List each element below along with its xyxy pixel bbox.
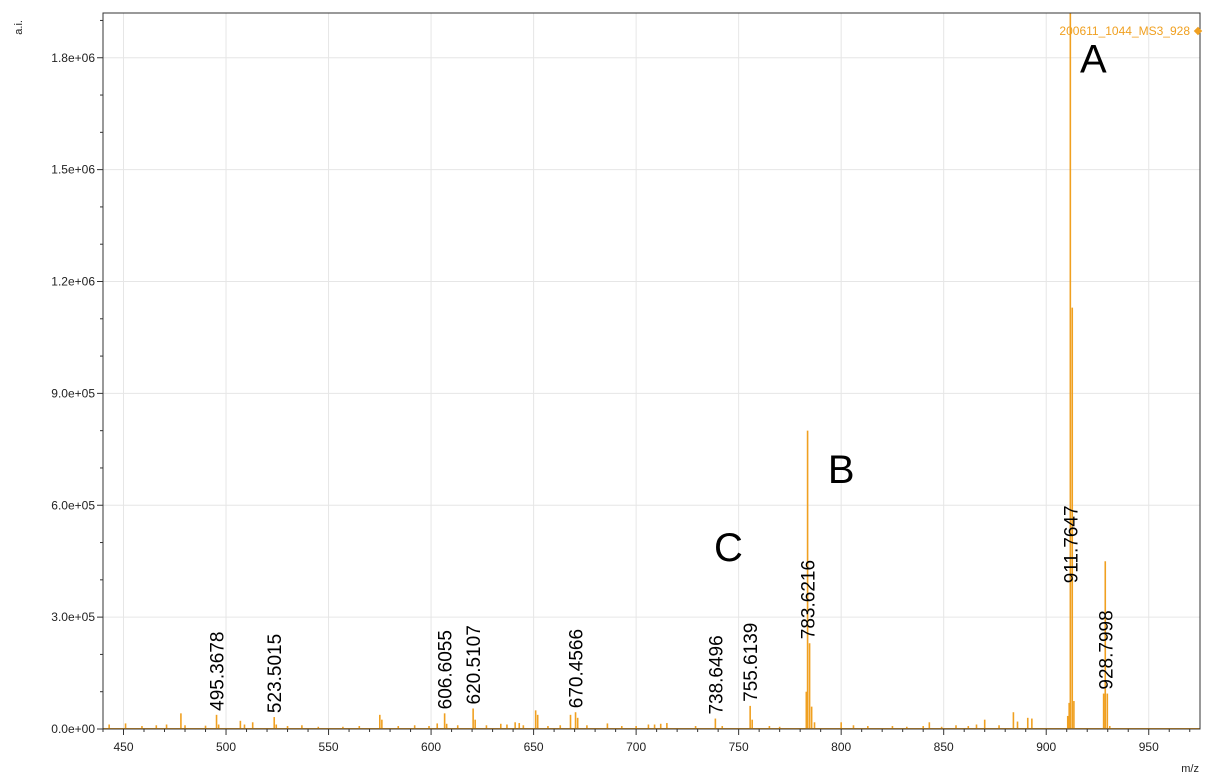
- x-tick-label: 750: [729, 740, 749, 754]
- x-tick-label: 700: [626, 740, 646, 754]
- y-tick-label: 9.0e+05: [51, 386, 95, 400]
- x-tick-label: 800: [831, 740, 851, 754]
- peak-label: 495.3678: [208, 632, 229, 711]
- peak-label: 523.5015: [265, 634, 286, 713]
- grid-lines: [103, 13, 1200, 729]
- peak-label: 928.7998: [1096, 610, 1117, 689]
- legend-series-name: 200611_1044_MS3_928: [1059, 24, 1190, 38]
- peak-label: 738.6496: [706, 635, 727, 714]
- x-tick-label: 950: [1139, 740, 1159, 754]
- y-axis-label: a.i.: [13, 20, 25, 35]
- peak-label: 783.6216: [799, 560, 820, 639]
- y-tick-label: 6.0e+05: [51, 498, 95, 512]
- x-tick-label: 550: [319, 740, 339, 754]
- x-tick-label: 500: [216, 740, 236, 754]
- plot-frame: [102, 12, 1201, 730]
- legend-marker-icon: [1193, 26, 1203, 36]
- y-tick-label: 3.0e+05: [51, 610, 95, 624]
- y-tick-label: 1.5e+06: [51, 163, 95, 177]
- y-tick-label: 1.8e+06: [51, 51, 95, 65]
- peak-label: 620.5107: [464, 625, 485, 704]
- y-tick-label: 1.2e+06: [51, 275, 95, 289]
- x-tick-label: 600: [421, 740, 441, 754]
- peak-label: 606.6055: [436, 630, 457, 709]
- peak-label: 911.7647: [1061, 505, 1082, 583]
- annotation-letter: C: [714, 526, 743, 570]
- peak-labels: 495.3678 523.5015 606.6055 620.5107 670.4566…: [208, 505, 1118, 714]
- x-tick-label: 650: [524, 740, 544, 754]
- peak-label: 670.4566: [567, 629, 588, 708]
- y-tick-label: 0.0e+00: [51, 722, 95, 736]
- x-axis-label: m/z: [1181, 763, 1199, 775]
- peak-label: 755.6139: [741, 623, 762, 702]
- annotation-letter: B: [828, 448, 855, 492]
- y-axis-ticks: 0.0e+00 3.0e+05 6.0e+05 9.0e+05 1.2e+06 1.5e+…: [51, 51, 103, 736]
- x-tick-label: 450: [113, 740, 133, 754]
- spectrum-trace: [103, 13, 1200, 729]
- annotations: A B C: [714, 38, 1107, 571]
- x-tick-label: 850: [934, 740, 954, 754]
- minor-ticks: [100, 19, 1191, 732]
- x-axis-ticks: 450 500 550 600 650 700 750 800 850 900 950: [113, 729, 1159, 754]
- annotation-letter: A: [1080, 38, 1107, 82]
- legend: 200611_1044_MS3_928: [1059, 24, 1203, 38]
- x-tick-label: 900: [1036, 740, 1056, 754]
